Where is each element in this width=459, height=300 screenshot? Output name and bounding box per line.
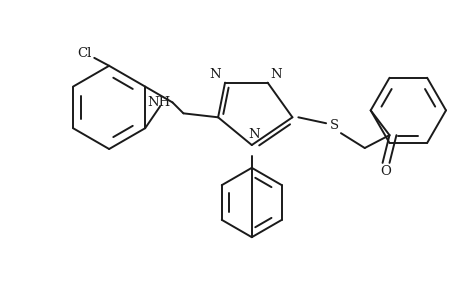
Text: N: N	[209, 68, 220, 81]
Text: NH: NH	[147, 96, 170, 109]
Text: N: N	[270, 68, 282, 81]
Text: N: N	[247, 128, 259, 141]
Text: Cl: Cl	[77, 47, 91, 60]
Text: O: O	[379, 165, 390, 178]
Text: S: S	[329, 119, 338, 132]
